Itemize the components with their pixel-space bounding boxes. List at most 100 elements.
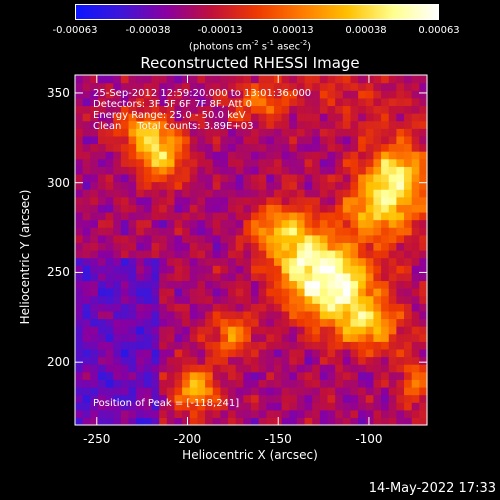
heatmap-cell: [396, 364, 405, 373]
heatmap-cell: [97, 250, 107, 259]
heatmap-cell: [220, 333, 229, 342]
heatmap-cell: [419, 143, 428, 152]
heatmap-cell: [266, 318, 275, 327]
heatmap-cell: [411, 257, 420, 266]
heatmap-cell: [289, 211, 298, 221]
heatmap-cell: [159, 219, 168, 228]
heatmap-cell: [205, 280, 214, 289]
heatmap-cell: [243, 386, 252, 396]
heatmap-cell: [296, 333, 306, 342]
heatmap-cell: [373, 303, 382, 312]
heatmap-cell: [411, 143, 420, 152]
heatmap-cell: [105, 120, 114, 129]
heatmap-cell: [358, 97, 367, 107]
heatmap-cell: [205, 227, 214, 236]
heatmap-cell: [388, 242, 397, 251]
heatmap-cell: [258, 310, 267, 320]
heatmap-cell: [189, 166, 199, 175]
heatmap-cell: [151, 166, 160, 175]
heatmap-cell: [312, 341, 321, 350]
heatmap-cell: [159, 90, 168, 99]
heatmap-cell: [419, 409, 428, 418]
heatmap-cell: [166, 211, 176, 221]
heatmap-cell: [228, 257, 237, 266]
heatmap-cell: [90, 272, 99, 282]
heatmap-cell: [388, 196, 397, 205]
heatmap-cell: [159, 310, 168, 320]
heatmap-cell: [251, 151, 260, 160]
heatmap-cell: [335, 272, 344, 282]
heatmap-cell: [151, 326, 160, 335]
heatmap-cell: [304, 272, 313, 282]
heatmap-cell: [90, 402, 99, 411]
heatmap-cell: [212, 105, 221, 114]
heatmap-cell: [143, 364, 153, 373]
heatmap-cell: [281, 90, 290, 99]
heatmap-cell: [411, 409, 420, 418]
heatmap-cell: [113, 326, 122, 335]
heatmap-cell: [197, 128, 206, 137]
heatmap-cell: [182, 371, 191, 380]
heatmap-cell: [296, 386, 306, 396]
heatmap-cell: [296, 341, 306, 350]
heatmap-cell: [128, 75, 137, 84]
heatmap-cell: [128, 371, 137, 380]
heatmap-cell: [358, 394, 367, 403]
heatmap-cell: [75, 90, 84, 99]
heatmap-cell: [342, 173, 352, 183]
heatmap-cell: [205, 272, 214, 282]
heatmap-cell: [335, 135, 344, 145]
heatmap-cell: [381, 166, 390, 175]
heatmap-cell: [312, 234, 321, 243]
heatmap-cell: [258, 318, 267, 327]
heatmap-cell: [251, 280, 260, 289]
x-tick-label: -100: [355, 432, 383, 446]
heatmap-cell: [212, 181, 221, 190]
heatmap-cell: [388, 371, 397, 380]
heatmap-cell: [289, 135, 298, 145]
heatmap-cell: [189, 128, 199, 137]
heatmap-cell: [404, 211, 413, 221]
heatmap-cell: [97, 135, 107, 145]
heatmap-cell: [266, 181, 275, 190]
heatmap-cell: [197, 242, 206, 251]
heatmap-cell: [296, 295, 306, 304]
heatmap-cell: [251, 333, 260, 342]
heatmap-cell: [319, 265, 329, 274]
heatmap-cell: [75, 356, 84, 365]
heatmap-cell: [281, 189, 290, 198]
heatmap-cell: [388, 417, 397, 426]
colorbar-tick-label: 0.00063: [418, 25, 460, 36]
heatmap-cell: [75, 234, 84, 243]
heatmap-cell: [281, 250, 290, 259]
heatmap-cell: [404, 181, 413, 190]
heatmap-cell: [296, 90, 306, 99]
heatmap-cell: [296, 356, 306, 365]
heatmap-cell: [381, 189, 390, 198]
heatmap-cell: [75, 394, 84, 403]
heatmap-cell: [90, 151, 99, 160]
heatmap-cell: [281, 333, 290, 342]
heatmap-cell: [205, 181, 214, 190]
chart-title: Reconstructed RHESSI Image: [140, 54, 360, 72]
heatmap-cell: [235, 364, 244, 373]
heatmap-cell: [105, 250, 114, 259]
heatmap-cell: [273, 120, 283, 129]
heatmap-cell: [258, 181, 267, 190]
heatmap-cell: [358, 356, 367, 365]
heatmap-cell: [243, 356, 252, 365]
annotation-time-range: 25-Sep-2012 12:59:20.000 to 13:01:36.000: [93, 88, 312, 99]
heatmap-cell: [97, 333, 107, 342]
heatmap-cell: [128, 295, 137, 304]
heatmap-cell: [373, 158, 382, 167]
heatmap-cell: [143, 417, 153, 426]
heatmap-cell: [120, 409, 130, 418]
heatmap-cell: [243, 295, 252, 304]
heatmap-cell: [243, 234, 252, 243]
heatmap-cell: [128, 417, 137, 426]
heatmap-cell: [396, 303, 405, 312]
heatmap-cell: [97, 257, 107, 266]
heatmap-cell: [235, 234, 244, 243]
heatmap-cell: [381, 211, 390, 221]
